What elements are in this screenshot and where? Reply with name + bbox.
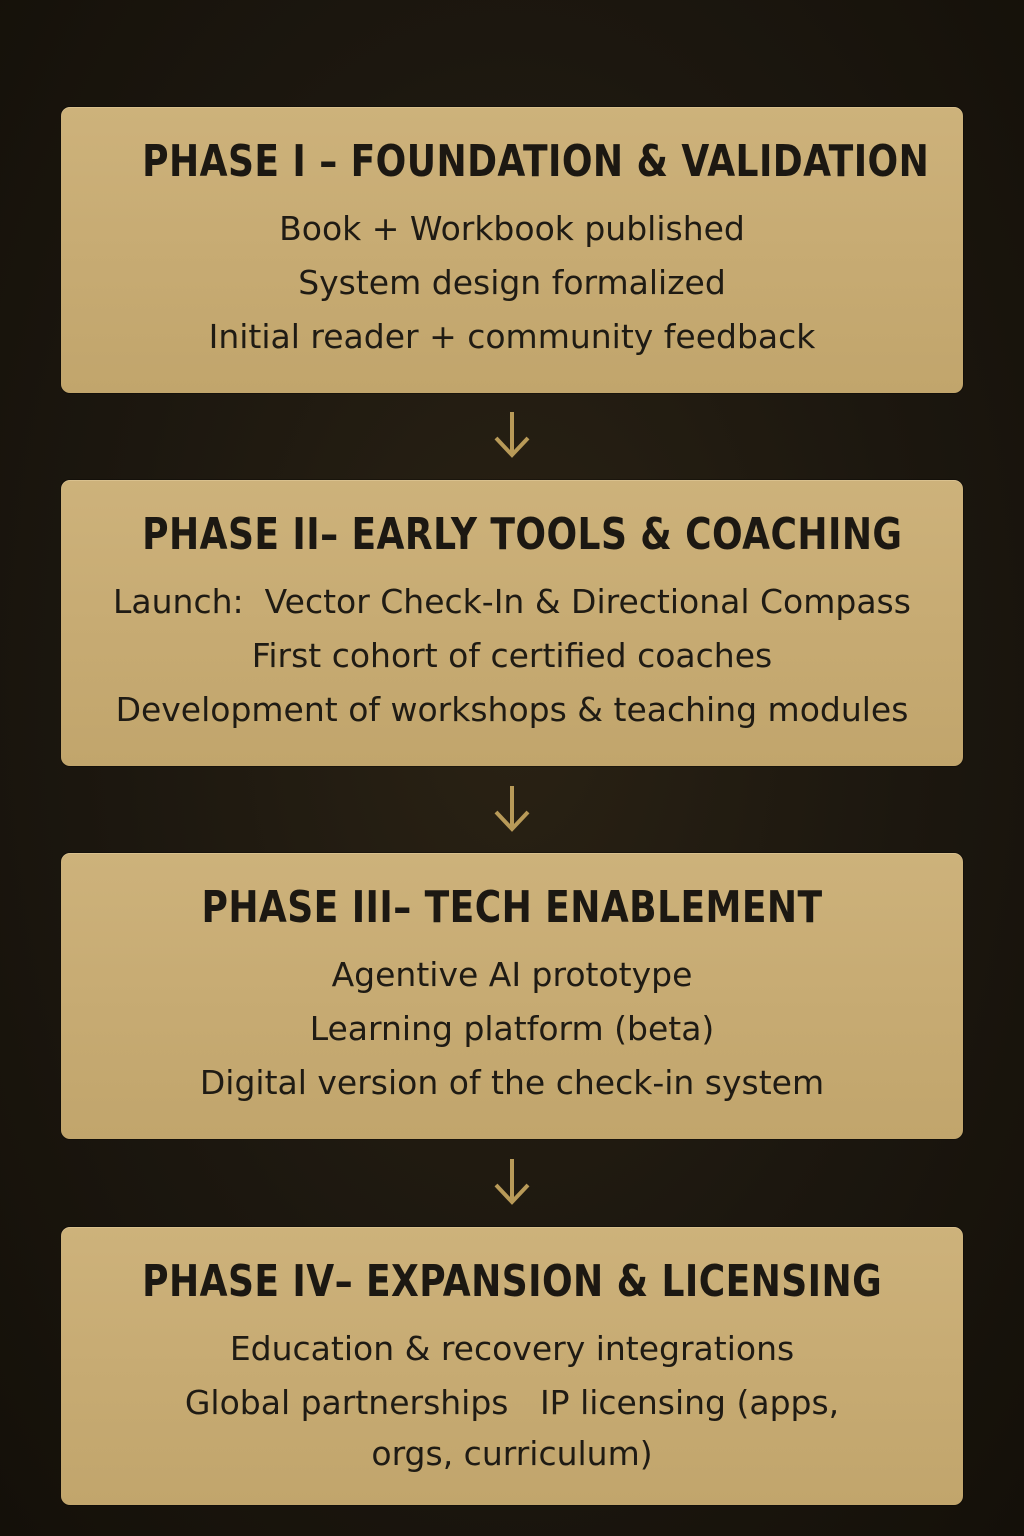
phase-4-item: Education & recovery integrations bbox=[229, 1329, 795, 1368]
phase-1-card: PHASE I – FOUNDATION & VALIDATION Book +… bbox=[61, 107, 963, 393]
phase-2-items: Launch: Vector Check-In & Directional Co… bbox=[61, 575, 963, 737]
phase-1-items: Book + Workbook published System design … bbox=[61, 202, 963, 364]
phase-3-item: Digital version of the check-in system bbox=[199, 1063, 825, 1102]
phase-3-item: Agentive AI prototype bbox=[331, 955, 693, 994]
phase-4-item: orgs, curriculum) bbox=[371, 1434, 653, 1473]
phase-4-card: PHASE IV– EXPANSION & LICENSING Educatio… bbox=[61, 1227, 963, 1505]
phase-4-title: PHASE IV– EXPANSION & LICENSING bbox=[142, 1256, 883, 1307]
down-arrow-icon bbox=[494, 786, 530, 832]
phase-3-card: PHASE III– TECH ENABLEMENT Agentive AI p… bbox=[61, 853, 963, 1139]
phase-1-item: Book + Workbook published bbox=[279, 209, 745, 248]
phase-2-title: PHASE II– EARLY TOOLS & COACHING bbox=[142, 509, 903, 560]
phase-1-item: System design formalized bbox=[298, 263, 726, 302]
phase-1-item: Initial reader + community feedback bbox=[208, 317, 816, 356]
phase-1-title: PHASE I – FOUNDATION & VALIDATION bbox=[142, 136, 930, 187]
phase-4-item: Global partnerships IP licensing (apps, bbox=[184, 1383, 840, 1422]
phase-3-item: Learning platform (beta) bbox=[309, 1009, 715, 1048]
phase-2-item: Launch: Vector Check-In & Directional Co… bbox=[113, 582, 911, 621]
down-arrow-icon bbox=[494, 1159, 530, 1205]
phase-3-items: Agentive AI prototype Learning platform … bbox=[61, 948, 963, 1110]
phase-2-item: Development of workshops & teaching modu… bbox=[115, 690, 909, 729]
phase-2-item: First cohort of certified coaches bbox=[251, 636, 773, 675]
phase-4-items: Education & recovery integrations Global… bbox=[61, 1322, 963, 1478]
down-arrow-icon bbox=[494, 412, 530, 458]
phase-2-card: PHASE II– EARLY TOOLS & COACHING Launch:… bbox=[61, 480, 963, 766]
phase-3-title: PHASE III– TECH ENABLEMENT bbox=[201, 882, 823, 933]
